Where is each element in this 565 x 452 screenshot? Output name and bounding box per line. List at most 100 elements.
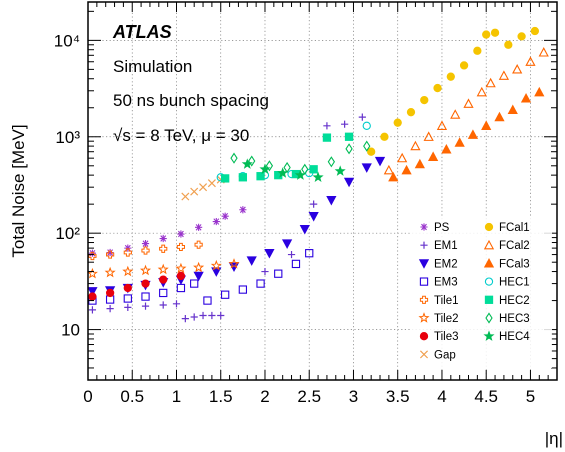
point-fcal3 <box>427 151 439 161</box>
point-hec3 <box>345 143 353 155</box>
grid <box>87 2 557 380</box>
point-ps <box>88 249 97 257</box>
point-fcal2 <box>463 98 474 108</box>
point-em2 <box>264 249 275 259</box>
point-tile2 <box>139 264 152 276</box>
point-em3 <box>190 279 199 288</box>
point-hec4 <box>277 167 289 178</box>
point-em1 <box>106 305 114 313</box>
point-ps <box>106 248 114 257</box>
point-em1 <box>88 306 97 314</box>
legend-label-fcal2: FCal2 <box>499 240 530 252</box>
point-fcal3 <box>401 164 412 175</box>
point-hec2 <box>221 174 230 183</box>
point-em2 <box>193 271 204 282</box>
point-hec3 <box>363 140 371 152</box>
point-tile2 <box>210 259 222 271</box>
point-em1 <box>261 267 269 276</box>
point-em3 <box>141 292 150 301</box>
point-fcal1 <box>459 61 469 70</box>
point-gap <box>199 183 208 192</box>
point-tile3 <box>123 283 132 293</box>
point-em3 <box>305 249 314 258</box>
point-tile1 <box>123 248 132 257</box>
legend-label-hec4: HEC4 <box>499 331 530 343</box>
point-em1 <box>208 311 216 320</box>
point-em1 <box>199 311 207 320</box>
point-tile2 <box>228 258 240 269</box>
point-em1 <box>172 300 181 308</box>
point-hec3 <box>265 160 274 172</box>
point-em2 <box>326 196 337 206</box>
point-em1 <box>190 313 198 321</box>
point-fcal1 <box>482 30 491 39</box>
point-hec3 <box>301 163 309 175</box>
point-fcal2 <box>485 77 496 88</box>
point-hec4 <box>294 169 306 180</box>
point-fcal3 <box>414 158 425 169</box>
legend: PS EM1 EM2 EM3 Tile1 Tile2 Tile3 Gap FCal1 FCal2 F… <box>412 218 552 368</box>
point-ps <box>177 230 185 238</box>
point-em1 <box>323 122 331 130</box>
point-em2 <box>281 239 293 249</box>
point-hec4 <box>241 158 253 169</box>
y-axis-title: Total Noise [MeV] <box>9 124 28 257</box>
x-tick-label: 2.5 <box>297 387 321 406</box>
point-em2 <box>87 287 98 297</box>
point-gap <box>190 187 199 196</box>
point-fcal3 <box>388 171 399 182</box>
point-gap <box>207 179 216 188</box>
point-fcal2 <box>410 140 421 151</box>
point-fcal1 <box>420 95 429 105</box>
point-fcal1 <box>406 108 416 117</box>
point-fcal3 <box>494 111 505 122</box>
point-fcal1 <box>446 72 455 81</box>
legend-label-tile1: Tile1 <box>434 295 459 307</box>
legend-marker-hec3 <box>485 312 493 324</box>
legend-label-hec1: HEC1 <box>499 277 530 289</box>
y-tick-label: 10² <box>55 224 80 243</box>
legend-marker-em1 <box>420 241 428 249</box>
point-fcal3 <box>467 129 479 139</box>
legend-marker-ps <box>420 223 428 231</box>
point-ps <box>239 206 247 214</box>
legend-marker-hec4 <box>483 330 495 341</box>
point-em3 <box>123 294 132 303</box>
point-em1 <box>341 120 349 128</box>
point-em3 <box>176 283 186 293</box>
legend-label-em3: EM3 <box>434 277 458 289</box>
point-fcal2 <box>476 86 487 97</box>
point-hec4 <box>334 165 346 176</box>
point-ps <box>221 212 229 220</box>
point-fcal2 <box>423 131 434 141</box>
x-tick-label: 2 <box>260 387 269 406</box>
point-fcal1 <box>433 83 442 93</box>
legend-label-gap: Gap <box>434 349 456 361</box>
point-em3 <box>291 259 301 269</box>
point-fcal1 <box>367 147 376 156</box>
point-hec2 <box>238 173 248 182</box>
x-tick-label: 3 <box>349 387 358 406</box>
legend-label-ps: PS <box>434 222 450 234</box>
bunch-spacing-label: 50 ns bunch spacing <box>113 91 269 110</box>
legend-marker-tile3 <box>419 332 429 341</box>
point-em3 <box>221 290 230 299</box>
legend-marker-em2 <box>418 259 430 269</box>
legend-marker-tile2 <box>418 312 430 323</box>
point-em1 <box>358 113 366 121</box>
point-gap <box>181 192 190 201</box>
legend-marker-fcal1 <box>484 222 494 232</box>
legend-marker-em3 <box>419 277 429 286</box>
point-em3 <box>238 285 248 294</box>
point-fcal3 <box>441 144 452 154</box>
legend-label-fcal3: FCal3 <box>499 258 530 270</box>
point-fcal2 <box>525 56 536 66</box>
point-tile2 <box>193 261 205 273</box>
point-tile3 <box>159 275 168 284</box>
point-fcal1 <box>517 32 526 41</box>
point-hec1 <box>362 121 371 130</box>
x-tick-label: 4.5 <box>474 387 498 406</box>
point-tile2 <box>86 267 98 279</box>
point-em2 <box>361 163 372 173</box>
